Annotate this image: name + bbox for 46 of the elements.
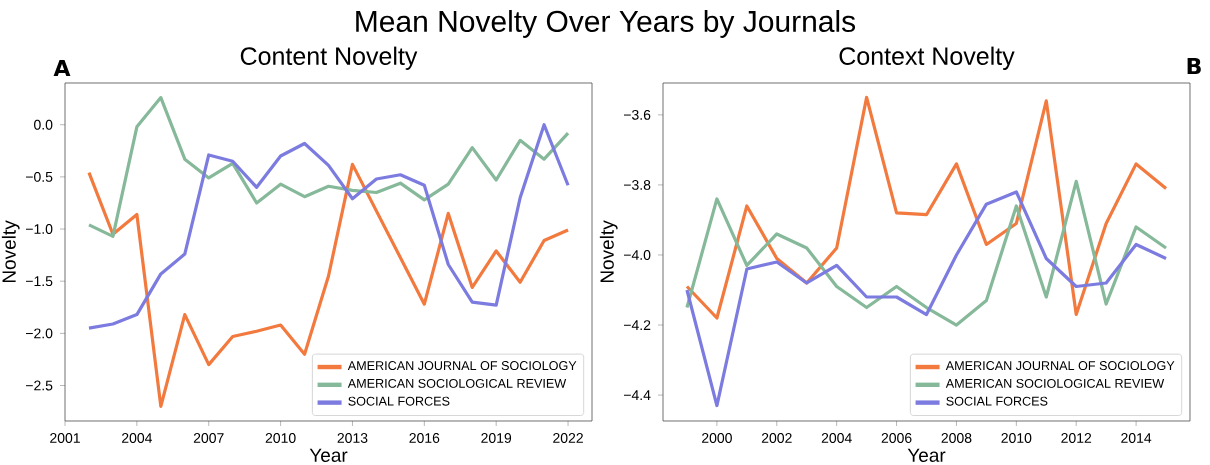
text: A [53,59,71,77]
y-axis-title: Novelty [1,220,20,283]
y-tick-label: −3.8 [624,179,651,190]
y-tick-label: −2.0 [26,328,53,339]
x-tick-label: 2010 [1001,433,1032,443]
y-tick-label: 0.0 [34,119,53,130]
legend-label: AMERICAN SOCIOLOGICAL REVIEW [347,378,567,388]
x-tick-label: 2007 [193,433,224,443]
legend-label: SOCIAL FORCES [348,396,450,406]
x-tick-label: 2004 [821,433,852,443]
chart-title: Context Novelty [839,46,1015,70]
y-tick-label: −1.0 [26,224,53,234]
y-tick-label: −0.5 [26,171,53,182]
y-tick-label: −1.5 [26,276,53,287]
legend-label: AMERICAN JOURNAL OF SOCIOLOGY [347,361,577,371]
y-tick-label: −2.5 [26,380,53,391]
y-tick-label: −4.4 [624,390,651,400]
text: B [1187,57,1201,75]
x-tick-label: 2006 [881,433,912,443]
x-tick-label: 2001 [50,433,80,443]
legend-label: SOCIAL FORCES [946,396,1048,406]
x-axis-title: Year [907,448,946,462]
x-tick-label: 2002 [761,433,792,443]
chart-title: Content Novelty [240,46,418,70]
y-axis-title: Novelty [599,220,618,283]
x-tick-label: 2000 [702,433,732,443]
x-tick-label: 2008 [941,433,972,443]
y-tick-label: −3.6 [624,109,651,120]
legend-label: AMERICAN SOCIOLOGICAL REVIEW [945,378,1165,388]
x-tick-label: 2013 [337,433,368,443]
line-series [685,95,1168,320]
x-tick-label: 2010 [265,433,296,443]
y-tick-label: −4.0 [624,250,651,260]
x-axis-title: Year [309,448,348,462]
text: Mean Novelty Over Years by Journals [356,10,856,38]
x-tick-label: 2014 [1121,433,1152,443]
line-series [685,179,1168,327]
line-series [87,123,570,330]
x-tick-label: 2004 [122,433,153,443]
x-tick-label: 2012 [1061,433,1092,443]
x-tick-label: 2016 [409,433,440,443]
y-tick-label: −4.2 [624,320,651,330]
line-series [87,96,570,238]
legend-label: AMERICAN JOURNAL OF SOCIOLOGY [945,361,1175,371]
x-tick-label: 2022 [553,433,583,443]
x-tick-label: 2019 [481,433,512,443]
